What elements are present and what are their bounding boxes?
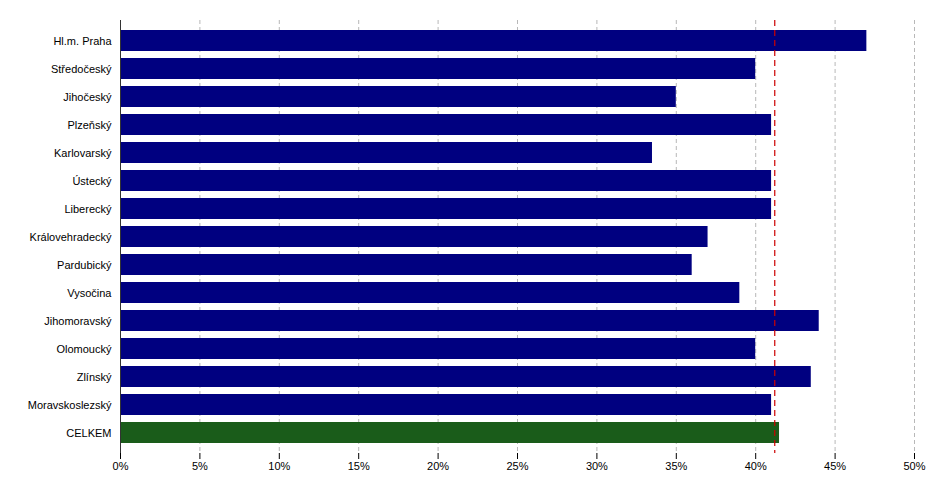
svg-text:Moravskoslezský: Moravskoslezský xyxy=(28,399,112,411)
svg-text:0%: 0% xyxy=(113,460,129,472)
svg-text:20%: 20% xyxy=(427,460,449,472)
svg-text:Liberecký: Liberecký xyxy=(64,203,112,215)
svg-text:Ústecký: Ústecký xyxy=(72,175,112,187)
svg-text:Zlínský: Zlínský xyxy=(77,371,112,383)
svg-text:Karlovarský: Karlovarský xyxy=(54,147,112,159)
svg-text:Jihomoravský: Jihomoravský xyxy=(44,315,112,327)
svg-text:Středočeský: Středočeský xyxy=(51,63,112,75)
svg-text:40%: 40% xyxy=(745,460,767,472)
svg-text:Vysočina: Vysočina xyxy=(67,287,112,299)
svg-text:10%: 10% xyxy=(268,460,290,472)
svg-text:5%: 5% xyxy=(192,460,208,472)
svg-text:50%: 50% xyxy=(903,460,925,472)
svg-text:Olomoucký: Olomoucký xyxy=(56,343,112,355)
svg-text:30%: 30% xyxy=(586,460,608,472)
svg-text:45%: 45% xyxy=(824,460,846,472)
svg-text:Hl.m. Praha: Hl.m. Praha xyxy=(53,35,112,47)
svg-text:Pardubický: Pardubický xyxy=(57,259,112,271)
svg-text:Jihočeský: Jihočeský xyxy=(63,91,112,103)
svg-text:25%: 25% xyxy=(506,460,528,472)
svg-text:Královehradecký: Královehradecký xyxy=(30,231,112,243)
svg-text:15%: 15% xyxy=(348,460,370,472)
svg-text:35%: 35% xyxy=(665,460,687,472)
svg-text:CELKEM: CELKEM xyxy=(66,427,111,439)
svg-text:Plzeňský: Plzeňský xyxy=(67,119,112,131)
